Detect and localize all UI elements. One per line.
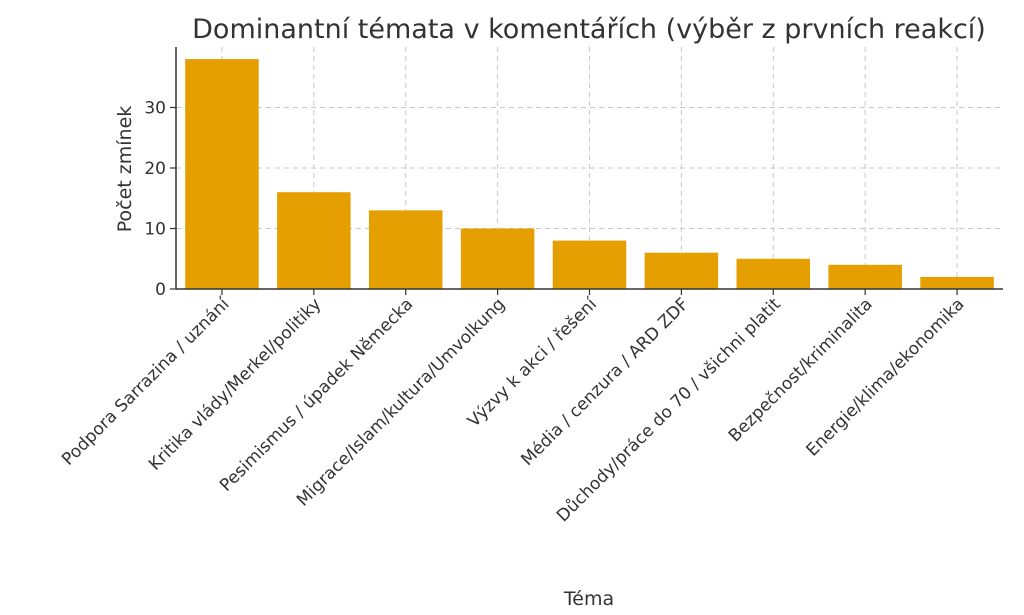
x-tick-label: Kritika vlády/Merkel/politiky	[145, 294, 325, 474]
bar	[185, 59, 259, 289]
bar	[828, 264, 902, 289]
bar	[368, 210, 443, 289]
x-tick-label: Média / cenzura / ARD ZDF	[517, 294, 693, 470]
x-tick-label: Migrace/Islam/kultura/Umvolkung	[293, 294, 509, 510]
bar	[736, 258, 811, 289]
y-axis-label: Počet zmínek	[114, 106, 136, 233]
y-tick-label: 10	[144, 220, 166, 240]
y-tick-label: 20	[144, 159, 166, 179]
x-tick-label: Energie/klima/ekonomika	[802, 294, 968, 460]
x-tick-label: Podpora Sarrazina / uznání	[58, 293, 234, 469]
x-tick-label: Pesimismus / úpadek Německa	[216, 294, 417, 495]
y-tick-label: 0	[155, 280, 166, 300]
bars	[185, 59, 994, 289]
bar	[920, 276, 994, 289]
x-axis-label: Téma	[563, 588, 614, 610]
y-tick-label: 30	[144, 99, 166, 119]
bar	[644, 252, 719, 289]
bar	[552, 240, 627, 289]
y-tick-labels: 0 10 20 30	[144, 99, 166, 301]
axes	[170, 47, 1003, 295]
chart-title: Dominantní témata v komentářích (výběr z…	[192, 14, 986, 45]
bar	[277, 192, 351, 289]
bar	[460, 228, 535, 289]
